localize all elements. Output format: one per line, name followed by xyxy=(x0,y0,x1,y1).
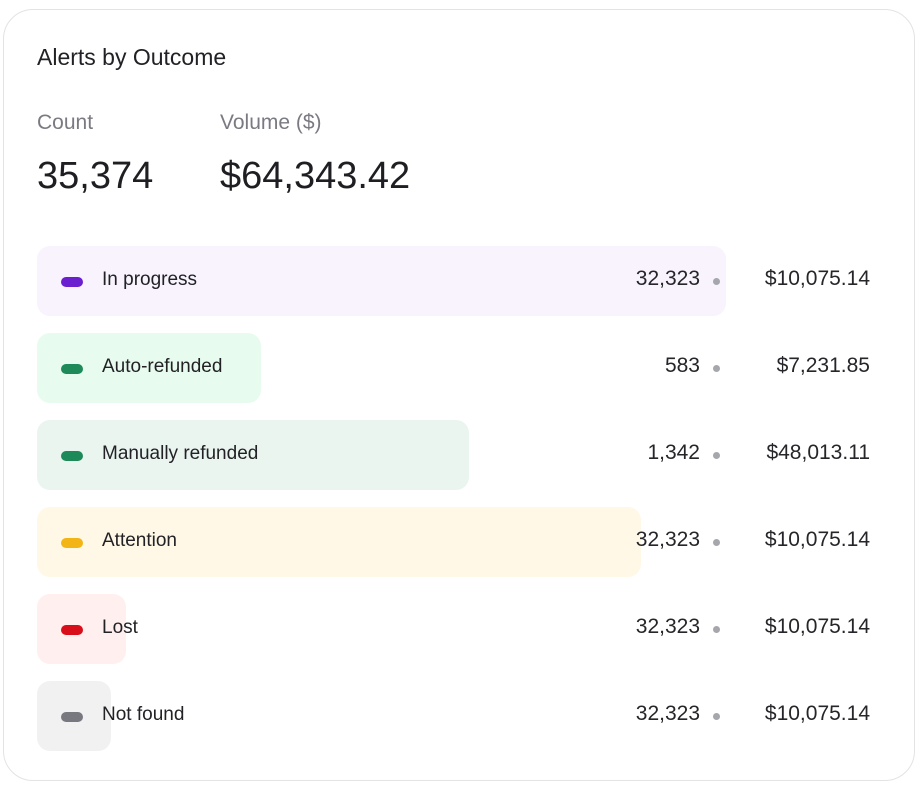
outcome-row-not-found: Not found 32,323 $10,075.14 xyxy=(37,681,877,751)
outcome-row-attention: Attention 32,323 $10,075.14 xyxy=(37,507,877,577)
outcome-label: Not found xyxy=(102,704,185,725)
status-pill-icon xyxy=(61,625,83,635)
status-pill-icon xyxy=(61,712,83,722)
separator-dot-icon xyxy=(713,626,720,633)
outcome-volume: $48,013.11 xyxy=(766,441,870,464)
outcome-volume: $10,075.14 xyxy=(764,528,870,551)
separator-dot-icon xyxy=(713,539,720,546)
outcome-volume: $10,075.14 xyxy=(764,615,870,638)
separator-dot-icon xyxy=(713,278,720,285)
volume-metric-label: Volume ($) xyxy=(220,111,322,134)
status-pill-icon xyxy=(61,451,83,461)
outcome-bar-attention xyxy=(37,507,641,577)
outcome-bar-in-progress xyxy=(37,246,726,316)
outcome-volume: $10,075.14 xyxy=(764,702,870,725)
separator-dot-icon xyxy=(713,713,720,720)
outcome-label: In progress xyxy=(102,269,198,290)
outcome-volume: $7,231.85 xyxy=(776,354,870,377)
outcome-label: Manually refunded xyxy=(102,443,259,464)
status-pill-icon xyxy=(61,538,83,548)
separator-dot-icon xyxy=(713,365,720,372)
outcome-count: 32,323 xyxy=(635,528,700,551)
status-pill-icon xyxy=(61,277,83,287)
volume-metric-value: $64,343.42 xyxy=(220,155,411,197)
outcome-row-in-progress: In progress 32,323 $10,075.14 xyxy=(37,246,877,316)
outcome-count: 32,323 xyxy=(635,615,700,638)
status-pill-icon xyxy=(61,364,83,374)
outcome-row-manually-refunded: Manually refunded 1,342 $48,013.11 xyxy=(37,420,877,490)
outcome-count: 1,342 xyxy=(647,441,700,464)
alerts-by-outcome-card: Alerts by Outcome Count 35,374 Volume ($… xyxy=(3,9,915,781)
outcome-row-auto-refunded: Auto-refunded 583 $7,231.85 xyxy=(37,333,877,403)
outcome-count: 583 xyxy=(664,354,700,377)
count-metric-label: Count xyxy=(37,111,94,134)
outcome-row-lost: Lost 32,323 $10,075.14 xyxy=(37,594,877,664)
separator-dot-icon xyxy=(713,452,720,459)
outcome-label: Attention xyxy=(102,530,177,551)
outcome-label: Lost xyxy=(102,617,138,638)
outcome-count: 32,323 xyxy=(635,267,700,290)
count-metric-value: 35,374 xyxy=(37,155,154,197)
outcome-count: 32,323 xyxy=(635,702,700,725)
outcome-bar-manually-refunded xyxy=(37,420,469,490)
outcome-bar-chart: In progress 32,323 $10,075.14 Auto-refun… xyxy=(37,246,877,768)
card-title: Alerts by Outcome xyxy=(37,44,227,70)
outcome-label: Auto-refunded xyxy=(102,356,223,377)
outcome-volume: $10,075.14 xyxy=(764,267,870,290)
